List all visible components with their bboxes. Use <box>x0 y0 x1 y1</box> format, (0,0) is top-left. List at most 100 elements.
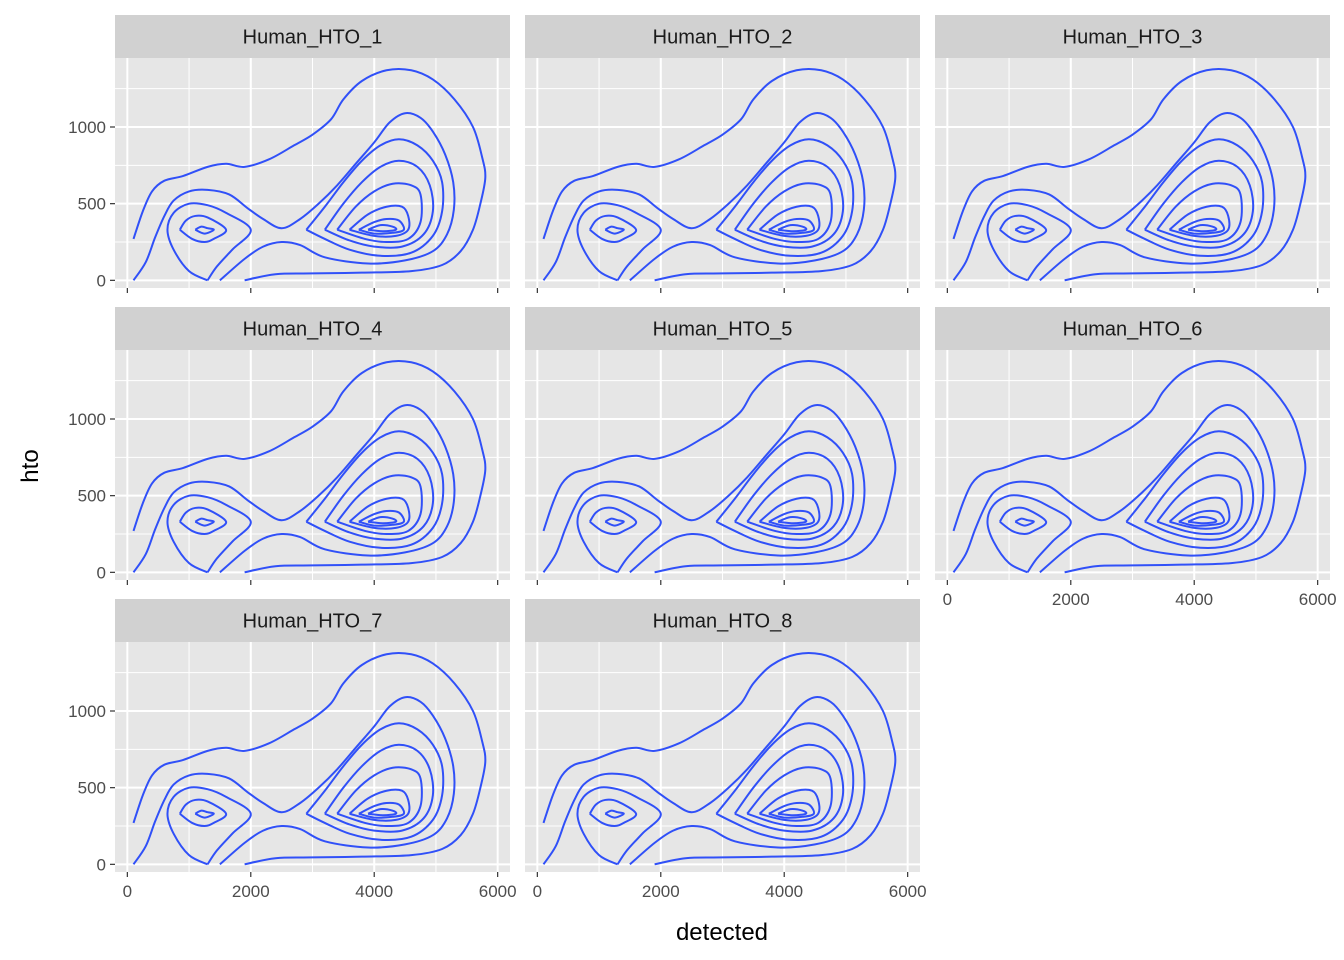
y-tick-label: 1000 <box>68 702 106 721</box>
y-tick-label: 1000 <box>68 118 106 137</box>
density-contours <box>542 360 897 574</box>
contour-line <box>324 159 435 249</box>
density-contours <box>542 68 897 282</box>
contour-line <box>576 494 662 574</box>
facet-panel: Human_HTO_7 <box>115 599 510 872</box>
contour-line <box>986 494 1072 574</box>
facet-panel: Human_HTO_2 <box>525 15 920 288</box>
density-contours <box>542 652 897 866</box>
contour-line <box>952 68 1307 282</box>
contour-line <box>588 214 638 243</box>
contour-line <box>336 182 423 244</box>
contour-line <box>1125 138 1265 258</box>
contour-line <box>1168 204 1231 238</box>
contour-line <box>758 204 821 238</box>
density-contours <box>132 652 487 866</box>
contour-line <box>768 509 816 527</box>
contour-line <box>604 517 625 527</box>
contour-line <box>1156 182 1243 244</box>
contour-line <box>194 517 215 527</box>
contour-line <box>367 224 398 233</box>
contour-line <box>1125 430 1265 550</box>
contour-line <box>952 112 1276 282</box>
contour-line <box>132 404 456 574</box>
contour-line <box>305 722 445 842</box>
contour-line <box>1014 225 1035 235</box>
contour-line <box>305 430 445 550</box>
contour-line <box>758 496 821 530</box>
contour-line <box>588 798 638 827</box>
facet-panel: Human_HTO_6 <box>935 307 1330 580</box>
contour-line <box>777 808 808 817</box>
x-tick-label: 2000 <box>232 882 270 901</box>
facet-strip-label: Human_HTO_3 <box>1063 27 1203 49</box>
facet-strip <box>115 307 510 350</box>
x-tick-label: 4000 <box>355 882 393 901</box>
contour-line <box>166 494 252 574</box>
contour-line <box>715 430 855 550</box>
contour-line <box>604 809 625 819</box>
x-tick-label: 2000 <box>642 882 680 901</box>
density-contours <box>132 68 487 282</box>
contour-line <box>1144 159 1255 249</box>
contour-line <box>542 696 866 866</box>
gridlines <box>525 642 920 872</box>
y-tick-label: 500 <box>78 195 106 214</box>
contour-line <box>1178 509 1226 527</box>
axes-layer: 0 500 1000 0 500 1000 0 2000 4000 6000 0 500 1000 0 20… <box>68 118 1336 901</box>
contour-line <box>768 801 816 819</box>
y-tick-label: 0 <box>97 563 106 582</box>
contour-line <box>576 786 662 866</box>
contour-line <box>367 808 398 817</box>
facet-strip <box>525 599 920 642</box>
contour-line <box>542 112 866 282</box>
contour-line <box>1156 474 1243 536</box>
density-contours <box>132 360 487 574</box>
contour-line <box>952 360 1307 574</box>
contour-line <box>166 202 252 282</box>
contour-line <box>132 652 487 866</box>
contour-line <box>542 652 897 866</box>
contour-line <box>358 217 406 235</box>
contour-line <box>324 743 435 833</box>
facet-strip-label: Human_HTO_5 <box>653 319 793 341</box>
y-tick-label: 500 <box>78 779 106 798</box>
contour-line <box>324 451 435 541</box>
x-tick-label: 6000 <box>479 882 517 901</box>
contour-line <box>194 225 215 235</box>
facet-strip <box>935 15 1330 58</box>
contour-line <box>367 516 398 525</box>
contour-line <box>734 743 845 833</box>
contour-line <box>305 138 445 258</box>
contour-line <box>734 451 845 541</box>
x-tick-label: 0 <box>943 590 952 609</box>
y-tick-label: 1000 <box>68 410 106 429</box>
contour-line <box>358 509 406 527</box>
contour-line <box>777 224 808 233</box>
facet-strip <box>115 15 510 58</box>
x-tick-label: 6000 <box>889 882 927 901</box>
x-tick-label: 4000 <box>765 882 803 901</box>
contour-line <box>576 202 662 282</box>
facet-panel: Human_HTO_8 <box>525 599 920 872</box>
contour-line <box>348 788 411 822</box>
y-tick-label: 0 <box>97 271 106 290</box>
facet-strip <box>525 15 920 58</box>
contour-line <box>604 225 625 235</box>
facet-strip <box>115 599 510 642</box>
contour-line <box>1187 224 1218 233</box>
panels-layer: Human_HTO_1 Human_HTO_2 Human_HTO_3 Human_H… <box>115 15 1330 872</box>
facet-panel: Human_HTO_1 <box>115 15 510 288</box>
contour-line <box>952 404 1276 574</box>
y-tick-label: 0 <box>97 855 106 874</box>
contour-line <box>132 68 487 282</box>
contour-line <box>746 766 833 828</box>
contour-line <box>1144 451 1255 541</box>
contour-line <box>542 68 897 282</box>
facet-strip-label: Human_HTO_1 <box>243 27 383 49</box>
contour-line <box>542 404 866 574</box>
x-tick-label: 6000 <box>1299 590 1337 609</box>
contour-line <box>132 360 487 574</box>
x-tick-label: 4000 <box>1175 590 1213 609</box>
contour-line <box>998 214 1048 243</box>
